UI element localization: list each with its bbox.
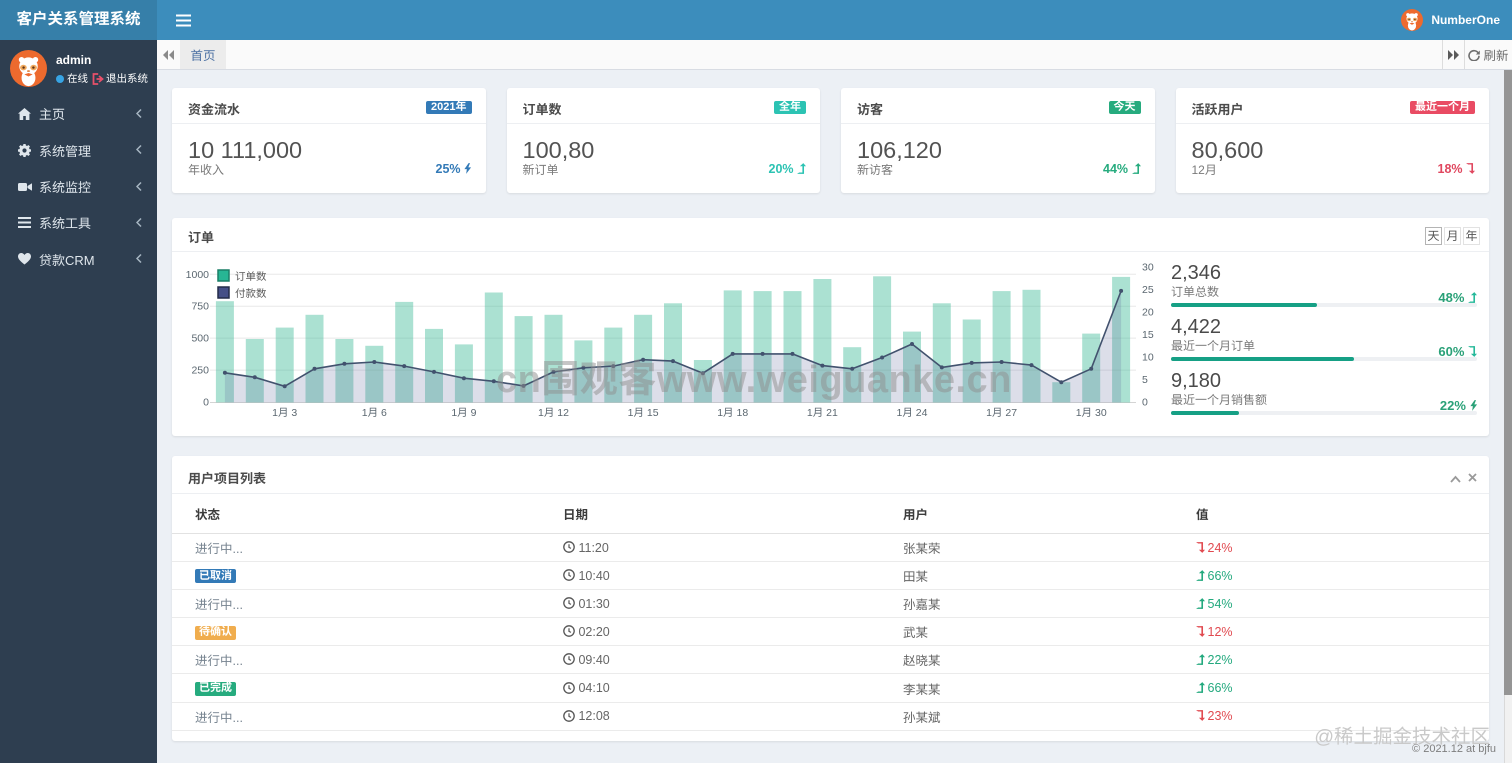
svg-text:1000: 1000 xyxy=(186,269,210,281)
svg-text:250: 250 xyxy=(191,365,209,377)
svg-text:30: 30 xyxy=(1142,262,1154,274)
svg-text:750: 750 xyxy=(191,301,209,313)
svg-text:0: 0 xyxy=(203,397,209,409)
svg-text:1月 24: 1月 24 xyxy=(897,407,928,419)
svg-text:15: 15 xyxy=(1142,329,1154,341)
svg-text:1月 6: 1月 6 xyxy=(362,407,387,419)
svg-text:订单数: 订单数 xyxy=(235,271,267,283)
svg-text:1月 3: 1月 3 xyxy=(272,407,297,419)
svg-text:0: 0 xyxy=(1142,397,1148,409)
svg-text:1月 12: 1月 12 xyxy=(538,407,569,419)
svg-text:1月 27: 1月 27 xyxy=(986,407,1017,419)
svg-text:500: 500 xyxy=(191,333,209,345)
svg-text:20: 20 xyxy=(1142,307,1154,319)
svg-text:5: 5 xyxy=(1142,374,1148,386)
svg-text:1月 15: 1月 15 xyxy=(628,407,659,419)
svg-text:25: 25 xyxy=(1142,284,1154,296)
svg-text:1月 9: 1月 9 xyxy=(451,407,476,419)
svg-text:1月 21: 1月 21 xyxy=(807,407,838,419)
svg-text:10: 10 xyxy=(1142,352,1154,364)
svg-text:1月 30: 1月 30 xyxy=(1076,407,1107,419)
svg-text:付款数: 付款数 xyxy=(235,288,267,300)
svg-text:1月 18: 1月 18 xyxy=(717,407,748,419)
